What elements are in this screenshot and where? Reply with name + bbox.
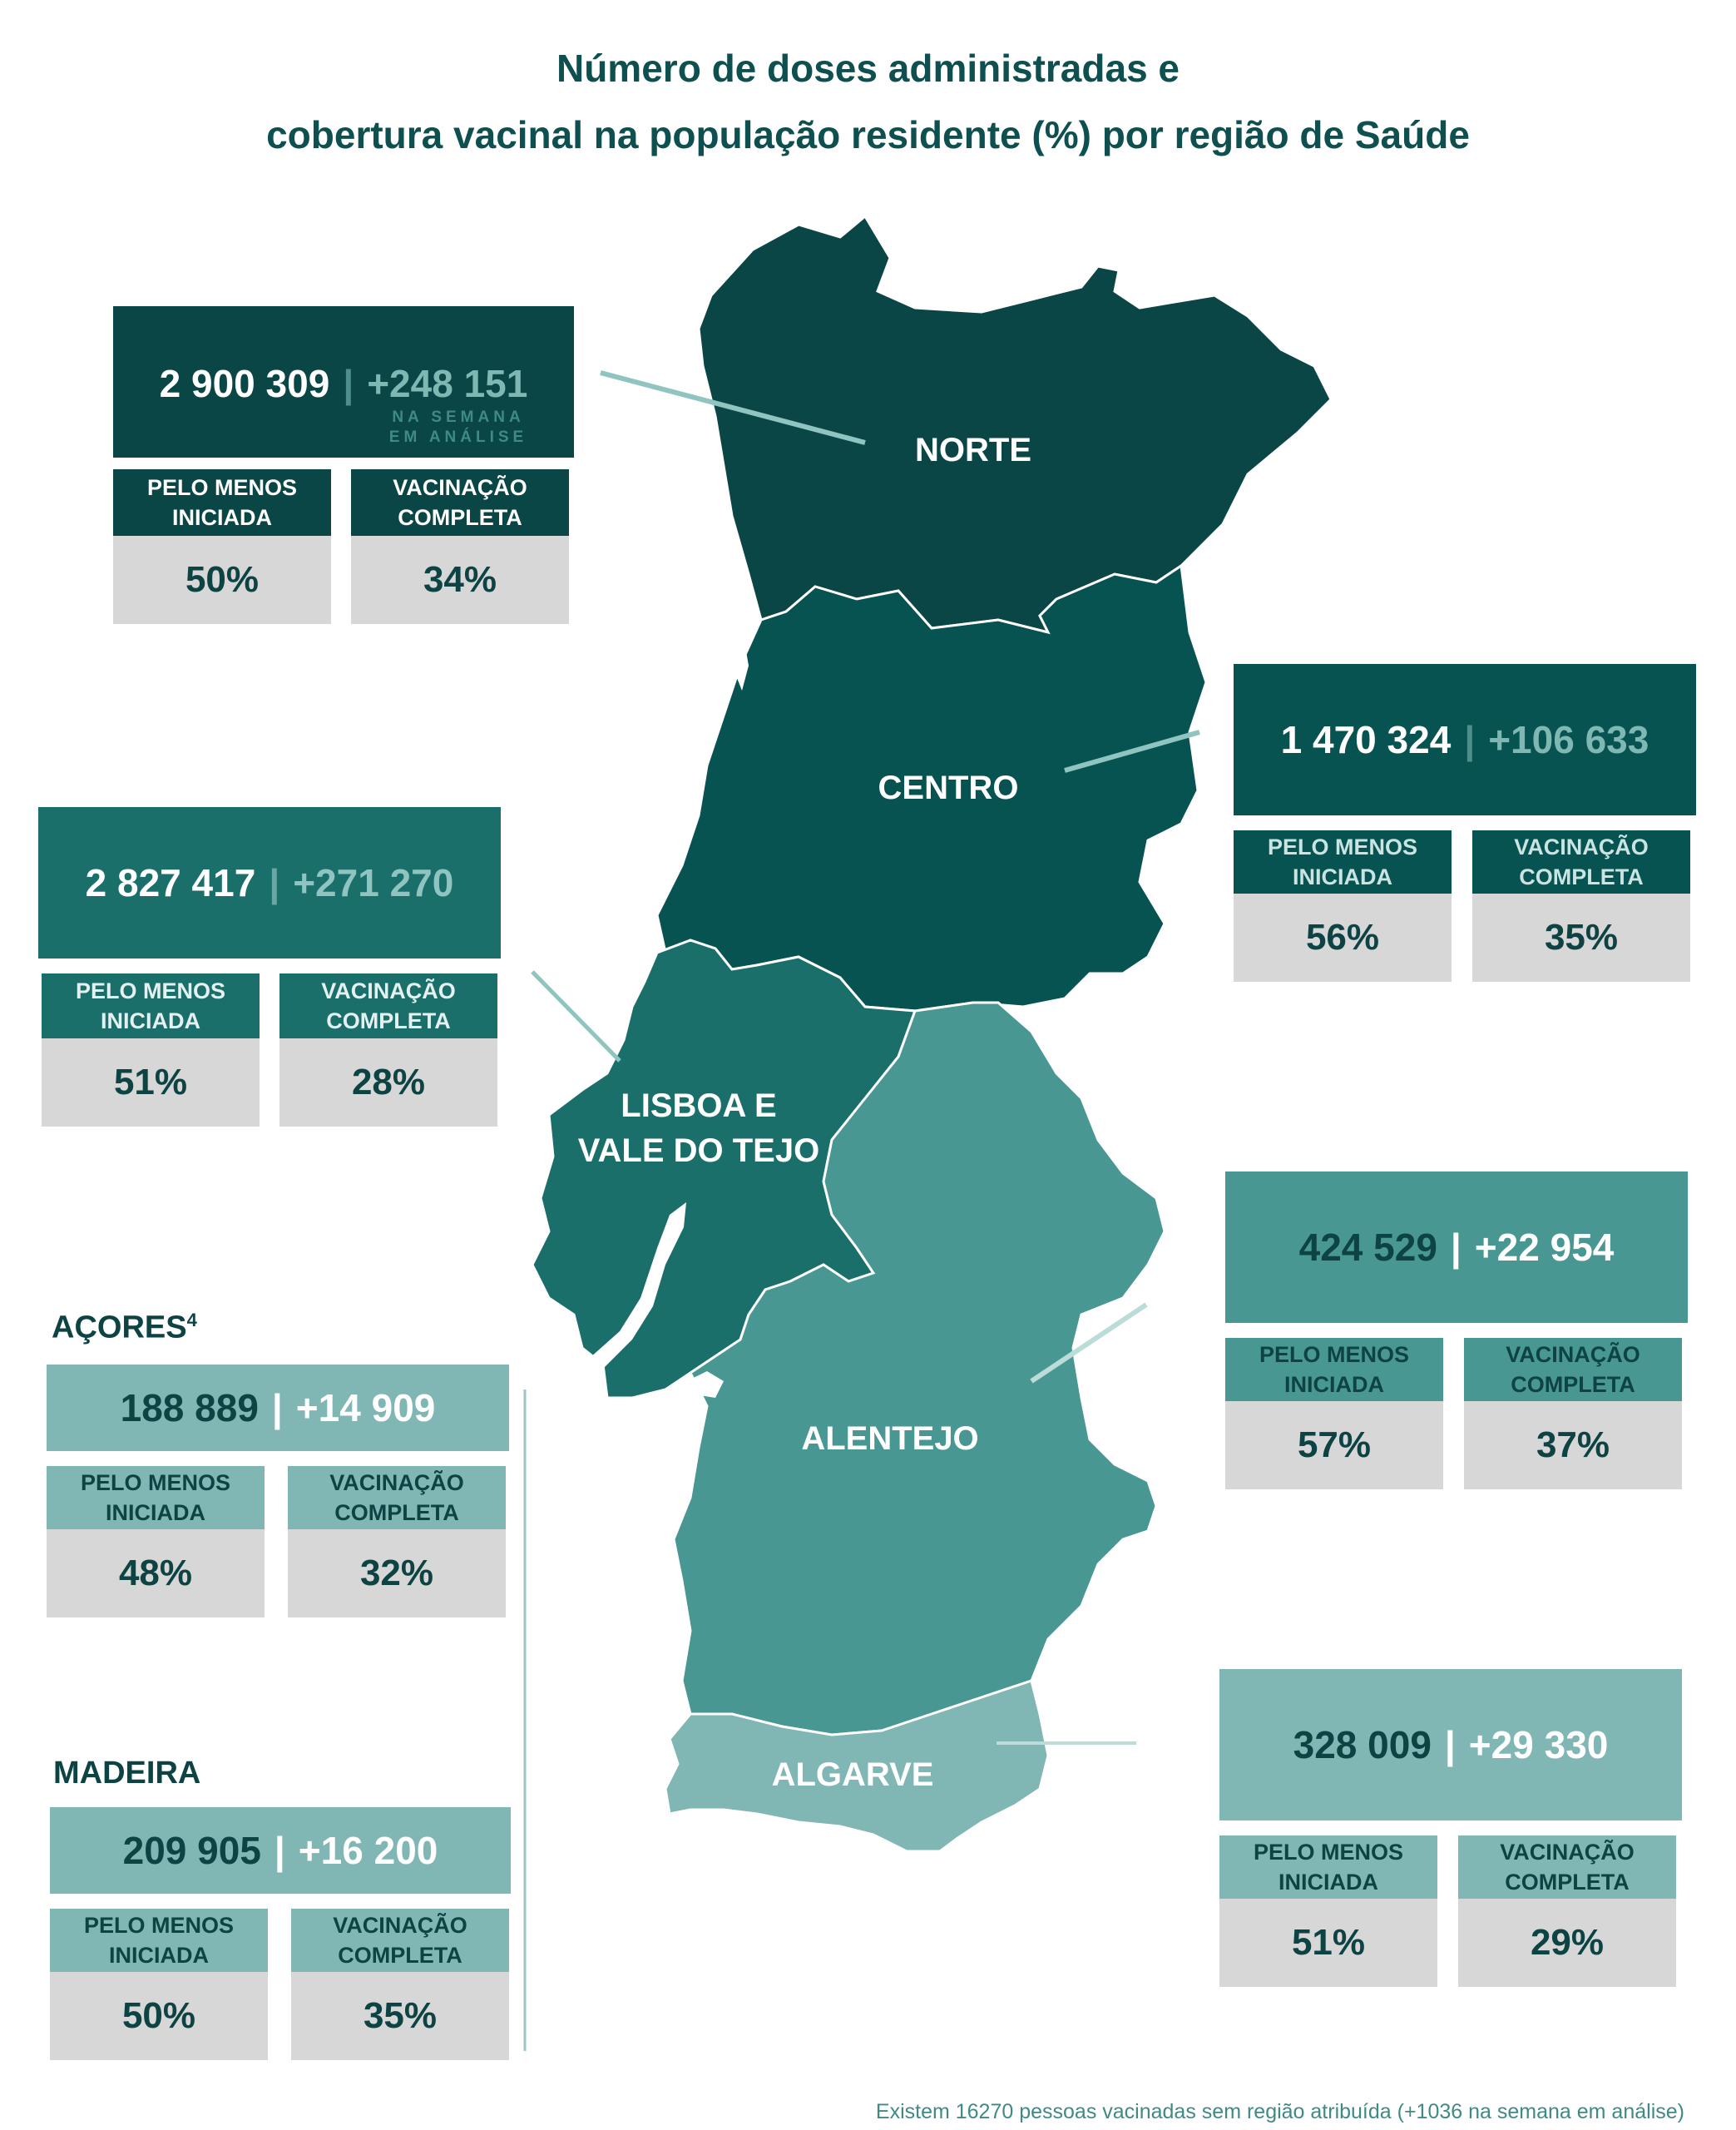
complete-value-centro: 35% bbox=[1472, 894, 1690, 982]
doses-header-centro: 1 470 324 | +106 633 bbox=[1234, 664, 1696, 815]
initiated-value-norte: 50% bbox=[113, 536, 331, 624]
doses-total-algarve: 328 009 bbox=[1293, 1723, 1432, 1766]
complete-value-norte: 34% bbox=[351, 536, 569, 624]
section-title-acores: AÇORES4 bbox=[52, 1310, 197, 1346]
initiated-value-centro: 56% bbox=[1234, 894, 1452, 982]
complete-label-centro: VACINAÇÃO COMPLETA bbox=[1472, 830, 1690, 894]
doses-total-madeira: 209 905 bbox=[122, 1829, 261, 1872]
complete-value-alentejo: 37% bbox=[1464, 1401, 1682, 1489]
page-title: Número de doses administradas e cobertur… bbox=[0, 35, 1736, 168]
acores-name: AÇORES bbox=[52, 1310, 187, 1345]
label-lisboa: LISBOA E VALE DO TEJO bbox=[574, 1083, 823, 1173]
title-line-2: cobertura vacinal na população residente… bbox=[266, 113, 1470, 156]
doses-week-lisboa: +271 270 bbox=[293, 861, 454, 904]
complete-value-madeira: 35% bbox=[291, 1972, 509, 2060]
complete-value-acores: 32% bbox=[288, 1529, 506, 1617]
initiated-value-madeira: 50% bbox=[50, 1972, 268, 2060]
label-centro: CENTRO bbox=[878, 770, 1019, 806]
complete-label-algarve: VACINAÇÃO COMPLETA bbox=[1458, 1835, 1676, 1899]
complete-label-alentejo: VACINAÇÃO COMPLETA bbox=[1464, 1338, 1682, 1401]
doses-total-acores: 188 889 bbox=[120, 1386, 259, 1429]
doses-header-alentejo: 424 529 | +22 954 bbox=[1225, 1172, 1688, 1323]
initiated-label-madeira: PELO MENOS INICIADA bbox=[50, 1909, 268, 1972]
doses-week-algarve: +29 330 bbox=[1468, 1723, 1609, 1766]
doses-week-acores: +14 909 bbox=[295, 1386, 436, 1429]
label-alentejo: ALENTEJO bbox=[801, 1420, 979, 1457]
leader-line-centro bbox=[1064, 730, 1200, 773]
complete-label-lisboa: VACINAÇÃO COMPLETA bbox=[279, 973, 497, 1038]
label-lisboa-line1: LISBOA E bbox=[621, 1087, 777, 1124]
doses-total-norte: 2 900 309 bbox=[159, 362, 330, 405]
complete-label-madeira: VACINAÇÃO COMPLETA bbox=[291, 1909, 509, 1972]
label-norte: NORTE bbox=[915, 432, 1031, 468]
initiated-label-algarve: PELO MENOS INICIADA bbox=[1219, 1835, 1437, 1899]
label-algarve: ALGARVE bbox=[771, 1756, 934, 1793]
doses-header-madeira: 209 905 | +16 200 bbox=[50, 1807, 511, 1894]
doses-header-acores: 188 889 | +14 909 bbox=[47, 1365, 509, 1451]
leader-line-norte bbox=[600, 370, 866, 445]
doses-header-lisboa: 2 827 417 | +271 270 bbox=[38, 807, 501, 958]
acores-footnote-ref: 4 bbox=[186, 1310, 197, 1330]
label-lisboa-line2: VALE DO TEJO bbox=[577, 1132, 820, 1169]
initiated-label-acores: PELO MENOS INICIADA bbox=[47, 1466, 265, 1529]
initiated-value-acores: 48% bbox=[47, 1529, 265, 1617]
complete-value-algarve: 29% bbox=[1458, 1899, 1676, 1987]
initiated-label-norte: PELO MENOS INICIADA bbox=[113, 469, 331, 536]
doses-total-centro: 1 470 324 bbox=[1280, 718, 1452, 761]
doses-total-lisboa: 2 827 417 bbox=[85, 861, 256, 904]
complete-value-lisboa: 28% bbox=[279, 1038, 497, 1127]
aveiro-lagoon bbox=[736, 632, 749, 691]
tagus-estuary bbox=[582, 1202, 686, 1380]
initiated-label-lisboa: PELO MENOS INICIADA bbox=[42, 973, 260, 1038]
doses-header-norte: 2 900 309 | +248 151 bbox=[113, 306, 574, 458]
initiated-label-alentejo: PELO MENOS INICIADA bbox=[1225, 1338, 1443, 1401]
initiated-value-alentejo: 57% bbox=[1225, 1401, 1443, 1489]
region-algarve[interactable] bbox=[664, 1679, 1050, 1853]
doses-week-centro: +106 633 bbox=[1488, 718, 1649, 761]
initiated-label-centro: PELO MENOS INICIADA bbox=[1234, 830, 1452, 894]
leader-line-alentejo bbox=[1030, 1302, 1148, 1384]
week-note-norte: NA SEMANA EM ANÁLISE bbox=[388, 409, 528, 446]
leader-line-lisboa bbox=[531, 970, 621, 1063]
initiated-value-lisboa: 51% bbox=[42, 1038, 260, 1127]
sado-estuary bbox=[678, 1371, 724, 1398]
footnote: Existem 16270 pessoas vacinadas sem regi… bbox=[875, 2100, 1684, 2123]
doses-week-alentejo: +22 954 bbox=[1474, 1226, 1615, 1269]
initiated-value-algarve: 51% bbox=[1219, 1899, 1437, 1987]
complete-label-norte: VACINAÇÃO COMPLETA bbox=[351, 469, 569, 536]
doses-total-alentejo: 424 529 bbox=[1298, 1226, 1437, 1269]
doses-week-norte: +248 151 bbox=[367, 362, 528, 405]
complete-label-acores: VACINAÇÃO COMPLETA bbox=[288, 1466, 506, 1529]
doses-week-madeira: +16 200 bbox=[298, 1829, 438, 1872]
doses-header-algarve: 328 009 | +29 330 bbox=[1219, 1669, 1682, 1820]
title-line-1: Número de doses administradas e bbox=[556, 47, 1180, 90]
section-title-madeira: MADEIRA bbox=[53, 1756, 201, 1791]
